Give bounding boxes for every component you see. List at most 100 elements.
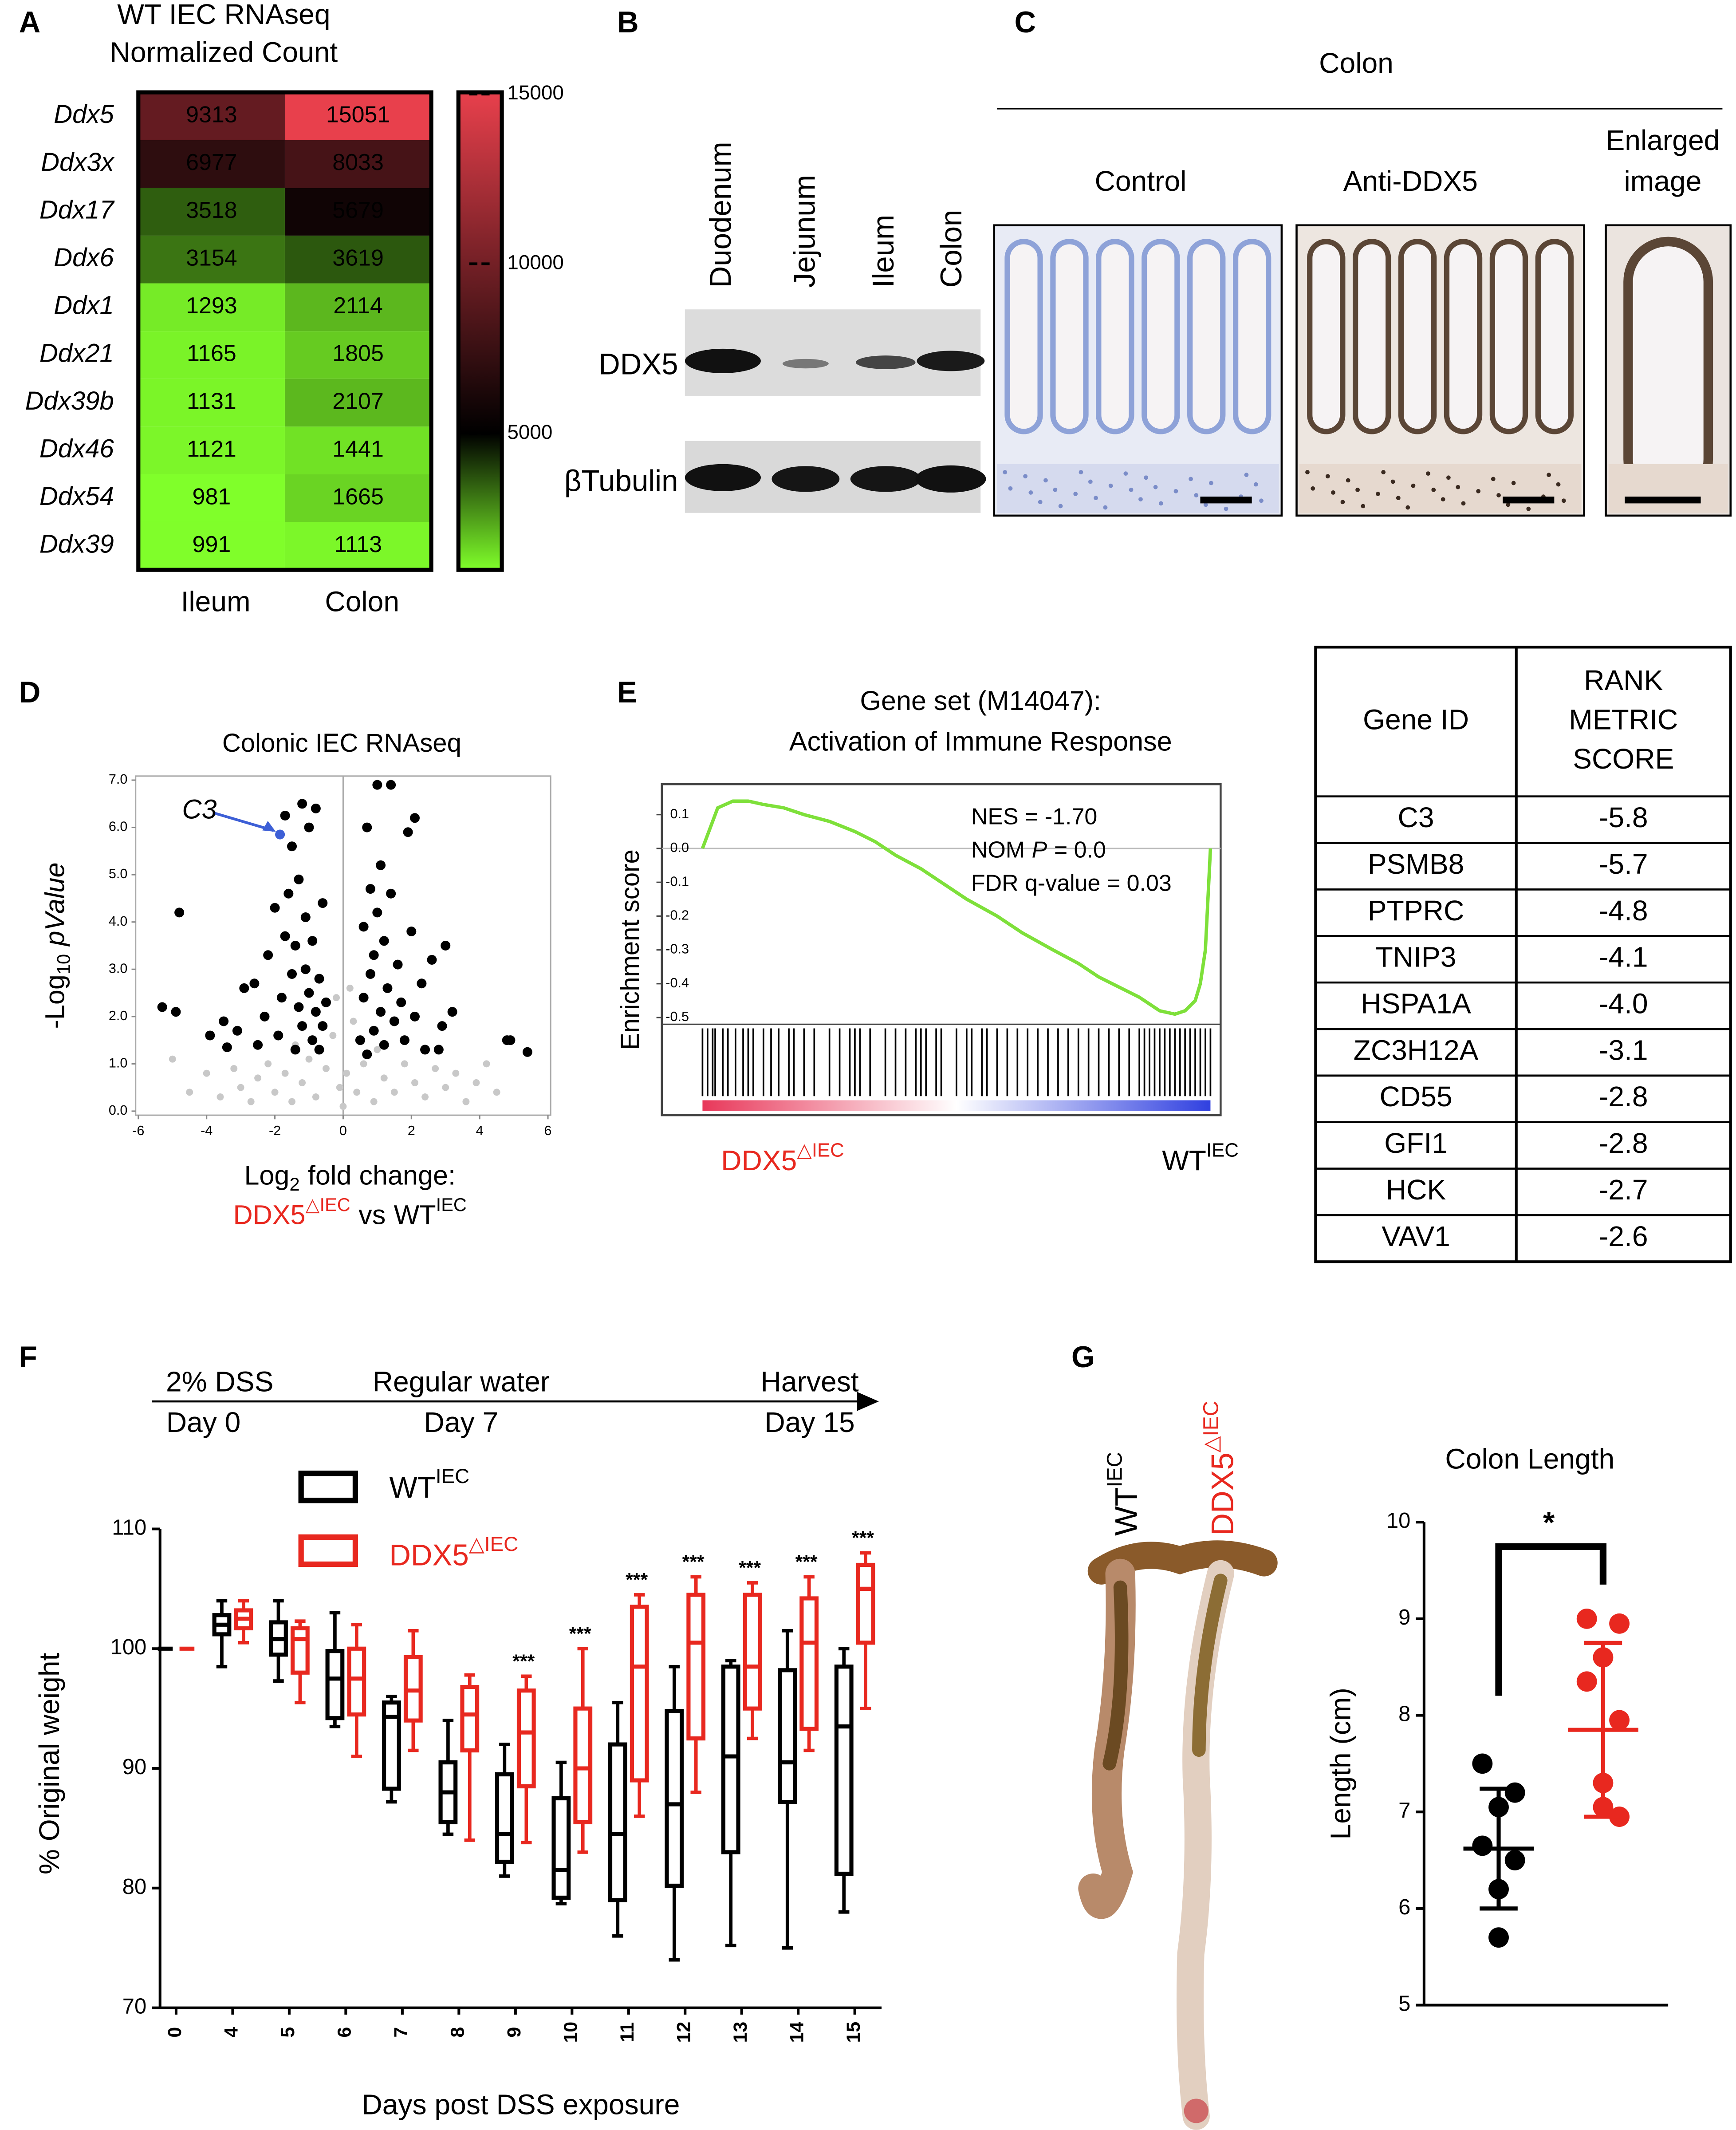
y-axis-label: % Original weight xyxy=(33,1653,65,1874)
text-part: IEC xyxy=(1206,1139,1239,1161)
point xyxy=(297,799,307,809)
cell-label: 1441 xyxy=(332,436,384,462)
image-label: Anti-DDX5 xyxy=(1343,165,1478,197)
point xyxy=(505,1035,516,1045)
point xyxy=(399,1035,409,1045)
point xyxy=(239,983,249,993)
point xyxy=(372,780,382,790)
cell-label: 6977 xyxy=(186,150,237,175)
y-tick-label: -0.5 xyxy=(665,1009,689,1024)
nucleus xyxy=(1305,470,1310,474)
heatmap-cell xyxy=(138,474,285,522)
nucleus xyxy=(1028,490,1033,495)
x-tick-label: 6 xyxy=(334,2027,355,2038)
band xyxy=(850,466,921,492)
x-tick-label: 9 xyxy=(504,2027,525,2038)
text-part: △IEC xyxy=(469,1533,518,1555)
heatmap-cell xyxy=(138,283,285,331)
text-part: WT xyxy=(394,1200,436,1230)
blot-row-label: βTubulin xyxy=(564,464,678,497)
submucosa xyxy=(1299,464,1582,513)
y-tick-label: 8 xyxy=(1398,1702,1410,1726)
nucleus xyxy=(1138,497,1143,502)
point xyxy=(333,994,340,1002)
point xyxy=(281,1069,289,1077)
crypt xyxy=(1307,239,1346,434)
row-label: Ddx39 xyxy=(39,530,114,559)
nucleus xyxy=(1556,482,1561,487)
nucleus xyxy=(1346,478,1350,483)
table-cell: -2.8 xyxy=(1599,1127,1648,1159)
point xyxy=(369,950,379,960)
colorbar xyxy=(456,90,504,572)
point xyxy=(254,1074,262,1082)
box xyxy=(834,1665,854,1876)
nucleus xyxy=(1491,477,1496,481)
table-cell: GFI1 xyxy=(1384,1127,1448,1159)
point xyxy=(1576,1608,1597,1629)
lane-label: Duodenum xyxy=(704,142,737,288)
crypt xyxy=(1050,239,1089,434)
column-label: Colon xyxy=(325,586,399,618)
point xyxy=(483,1060,490,1068)
table-header: METRIC xyxy=(1569,704,1678,736)
y-tick-label: 80 xyxy=(122,1875,146,1899)
significance-bracket xyxy=(1495,1543,1607,1696)
crypt xyxy=(1535,239,1574,434)
table-cell: ZC3H12A xyxy=(1354,1034,1479,1066)
point xyxy=(171,1007,181,1017)
crypt xyxy=(1187,239,1226,434)
x-tick-label: 4 xyxy=(476,1123,484,1138)
y-tick-label: 100 xyxy=(110,1635,147,1659)
annotation-arrowhead xyxy=(262,820,276,832)
nucleus xyxy=(1431,487,1436,492)
band xyxy=(772,466,840,492)
nucleus xyxy=(1189,477,1193,481)
point xyxy=(205,1030,215,1041)
crypt xyxy=(1353,239,1391,434)
point xyxy=(232,1026,242,1036)
box xyxy=(325,1649,345,1720)
text-part: Log xyxy=(244,1160,289,1191)
x-tick-label: 14 xyxy=(787,2022,808,2043)
point xyxy=(358,993,369,1003)
legend-label: WTIEC xyxy=(389,1465,469,1504)
nucleus xyxy=(1456,485,1460,489)
point xyxy=(263,950,273,960)
point xyxy=(365,969,375,979)
cell-label: 1293 xyxy=(186,293,237,319)
nucleus xyxy=(1023,474,1028,479)
point xyxy=(350,1018,357,1025)
y-tick-label: 6.0 xyxy=(109,819,127,834)
point xyxy=(1488,1927,1509,1948)
significance: *** xyxy=(512,1651,535,1672)
nucleus xyxy=(1003,470,1008,474)
point xyxy=(299,1079,306,1086)
box xyxy=(799,1596,819,1731)
chart-title: Activation of Immune Response xyxy=(789,726,1172,757)
enrichment-line xyxy=(701,799,1212,1016)
stat: NES = -1.70 xyxy=(971,804,1097,829)
point xyxy=(270,903,280,913)
point xyxy=(339,1103,347,1110)
nucleus xyxy=(1461,501,1466,506)
rank-bar xyxy=(702,1100,1211,1111)
x-axis-label: DDX5△IEC vs WTIEC xyxy=(233,1194,466,1230)
point xyxy=(283,888,294,899)
table-cell: C3 xyxy=(1398,801,1434,833)
point xyxy=(219,1016,229,1026)
band xyxy=(782,359,829,369)
heatmap-border xyxy=(136,90,433,572)
point xyxy=(421,1093,429,1100)
table-cell: VAV1 xyxy=(1382,1220,1450,1252)
point xyxy=(355,1035,365,1045)
point xyxy=(237,1084,244,1091)
point xyxy=(1472,1753,1493,1774)
point xyxy=(441,940,451,951)
legend-swatch xyxy=(298,1534,358,1567)
point xyxy=(442,1084,449,1091)
nucleus xyxy=(1446,475,1451,480)
scale-bar xyxy=(1625,497,1701,504)
lane-label: Ileum xyxy=(867,215,900,288)
table-cell: PTPRC xyxy=(1368,895,1464,927)
